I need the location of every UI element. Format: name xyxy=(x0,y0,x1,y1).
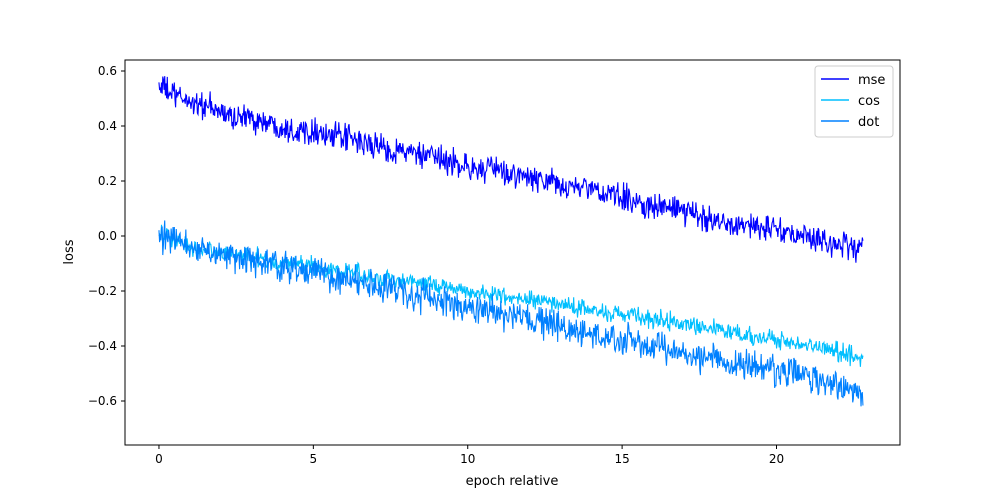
x-tick-label: 0 xyxy=(155,452,163,466)
legend-label-dot: dot xyxy=(858,115,879,130)
legend: mse cos dot xyxy=(814,65,894,138)
y-tick-label: −0.4 xyxy=(88,339,117,353)
x-tick-label: 10 xyxy=(460,452,475,466)
y-tick-label: 0.2 xyxy=(98,174,117,188)
y-axis-ticks: −0.6 −0.4 −0.2 0.0 0.2 0.4 0.6 xyxy=(88,64,125,408)
series-line-mse xyxy=(158,76,864,263)
series-line-cos xyxy=(158,224,864,367)
y-tick-label: 0.0 xyxy=(98,229,117,243)
plot-frame xyxy=(124,59,901,446)
legend-box xyxy=(814,65,894,138)
x-axis-ticks: 0 5 10 15 20 xyxy=(155,445,784,466)
series-line-dot xyxy=(158,220,864,407)
x-tick-label: 5 xyxy=(310,452,318,466)
y-tick-label: −0.2 xyxy=(88,284,117,298)
y-axis-label: loss xyxy=(62,239,77,264)
x-axis-label: epoch relative xyxy=(466,474,559,489)
y-tick-label: −0.6 xyxy=(88,394,117,408)
plot-layer xyxy=(158,76,864,407)
x-tick-label: 20 xyxy=(769,452,784,466)
y-tick-label: 0.4 xyxy=(98,119,117,133)
legend-label-mse: mse xyxy=(858,73,885,88)
legend-label-cos: cos xyxy=(858,94,880,109)
y-tick-label: 0.6 xyxy=(98,64,117,78)
x-tick-label: 15 xyxy=(614,452,629,466)
